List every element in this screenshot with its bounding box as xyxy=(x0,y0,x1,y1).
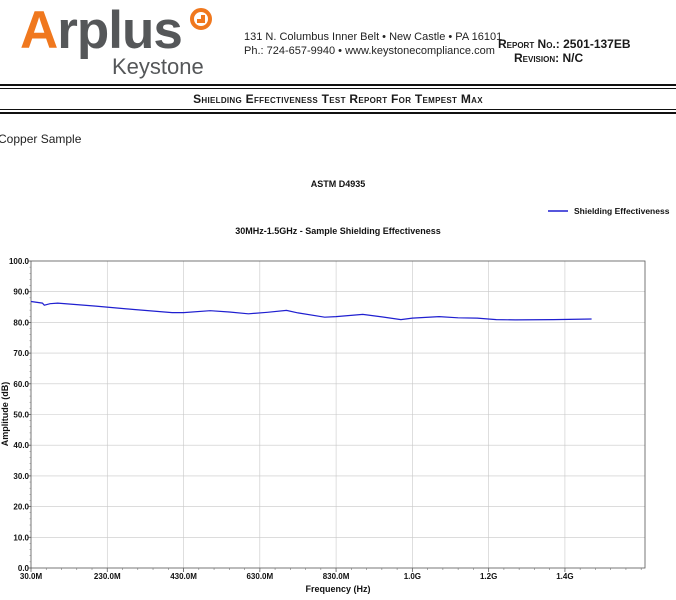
y-tick-label: 30.0 xyxy=(13,472,29,481)
x-tick-label: 430.0M xyxy=(170,572,197,581)
y-tick-label: 90.0 xyxy=(13,288,29,297)
y-tick-label: 10.0 xyxy=(13,533,29,542)
logo-wordmark: Arplus xyxy=(20,1,183,60)
y-tick-label: 60.0 xyxy=(13,380,29,389)
plus-circle-icon xyxy=(190,8,212,30)
title-divider-thin xyxy=(0,109,676,110)
chart-title: ASTM D4935 xyxy=(311,179,366,189)
x-tick-label: 30.0M xyxy=(20,572,43,581)
sample-label: Copper Sample xyxy=(0,132,82,146)
x-tick-label: 1.4G xyxy=(556,572,573,581)
y-tick-label: 20.0 xyxy=(13,503,29,512)
revision-value: N/C xyxy=(562,51,584,65)
company-logo: Arplus Keystone xyxy=(20,2,220,82)
logo-subtitle: Keystone xyxy=(112,54,204,79)
chart-subtitle: 30MHz-1.5GHz - Sample Shielding Effectiv… xyxy=(235,226,441,236)
y-tick-label: 70.0 xyxy=(13,349,29,358)
shielding-chart: ASTM D4935 30MHz-1.5GHz - Sample Shieldi… xyxy=(0,179,670,594)
y-tick-label: 0.0 xyxy=(18,564,30,573)
x-tick-label: 1.2G xyxy=(480,572,497,581)
company-address: 131 N. Columbus Inner Belt • New Castle … xyxy=(244,30,502,58)
x-tick-label: 1.0G xyxy=(404,572,421,581)
document-title: Shielding Effectiveness Test Report For … xyxy=(193,92,483,106)
title-divider xyxy=(0,112,676,114)
report-no-label: Report No.: xyxy=(498,37,560,51)
y-tick-label: 80.0 xyxy=(13,318,29,327)
header-divider-thin xyxy=(0,88,676,89)
y-tick-label: 50.0 xyxy=(13,411,29,420)
address-line: 131 N. Columbus Inner Belt • New Castle … xyxy=(244,31,503,43)
legend-label: Shielding Effectiveness xyxy=(574,206,670,216)
x-tick-label: 830.0M xyxy=(323,572,350,581)
x-axis-label: Frequency (Hz) xyxy=(305,584,370,594)
header-divider xyxy=(0,84,676,86)
x-tick-label: 630.0M xyxy=(246,572,273,581)
report-header: Arplus Keystone 131 N. Columbus Inner Be… xyxy=(0,0,676,84)
y-tick-label: 100.0 xyxy=(9,257,30,266)
y-axis-label: Amplitude (dB) xyxy=(0,382,10,447)
series-line-shielding-effectiveness xyxy=(30,300,592,321)
x-tick-label: 230.0M xyxy=(94,572,121,581)
phone-web-line: Ph.: 724-657-9940 • www.keystonecomplian… xyxy=(244,45,495,57)
report-info: Report No.: 2501-137EB Revision: N/C xyxy=(498,37,631,65)
y-tick-label: 40.0 xyxy=(13,441,29,450)
revision-label: Revision: xyxy=(514,51,560,65)
chart-legend: Shielding Effectiveness xyxy=(548,206,670,216)
report-no-value: 2501-137EB xyxy=(563,37,631,51)
